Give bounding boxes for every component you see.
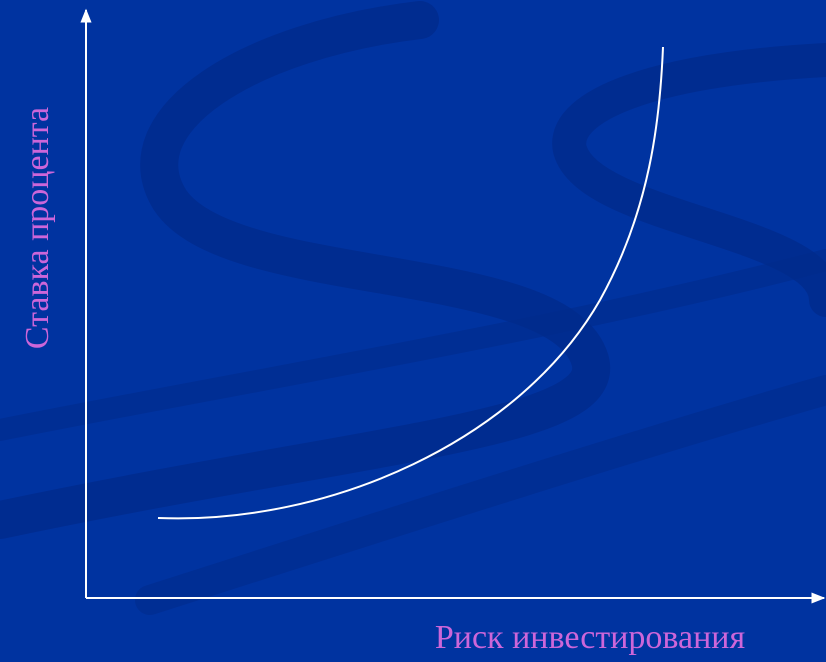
curve (157, 46, 664, 520)
y-axis-label: Ставка процента (19, 107, 56, 349)
background-swirls (0, 1, 826, 615)
x-axis-label: Риск инвестирования (435, 619, 746, 656)
